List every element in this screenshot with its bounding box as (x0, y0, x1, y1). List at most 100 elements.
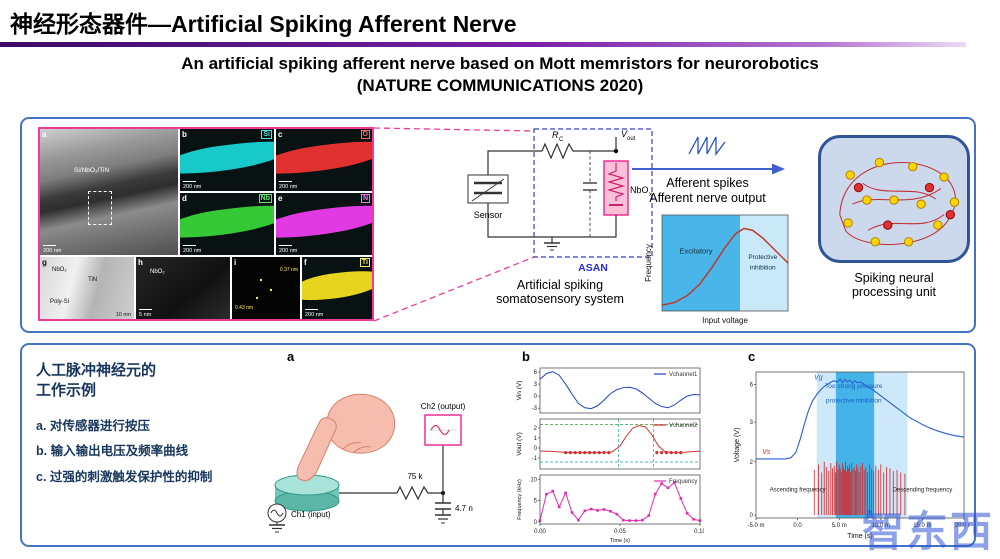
spike-waveform-icon (687, 136, 726, 156)
notes-heading-line1: 人工脉冲神经元的 (36, 362, 157, 379)
material-label: NbO₂ (150, 269, 165, 275)
eds-panel-o: c O 200 nm (276, 129, 372, 191)
svg-text:Vg: Vg (814, 374, 823, 381)
resistor-symbol (541, 142, 578, 160)
scale-label: 10 nm (115, 312, 131, 318)
svg-text:5.0 m: 5.0 m (832, 523, 847, 529)
svg-text:Vout (V): Vout (V) (516, 432, 523, 455)
material-label: NbO₂ (52, 267, 67, 273)
svg-text:0.00: 0.00 (534, 529, 546, 535)
press-experiment-figure: a 75 k (247, 349, 512, 541)
note-item-a: a. 对传感器进行按压 (36, 418, 150, 433)
subtitle-line1: An artificial spiking afferent nerve bas… (181, 54, 819, 73)
afferent-arrow-block: Afferent spikes Afferent nerve output (620, 133, 795, 207)
asan-circuit-diagram: Sensor R C V out NbO (467, 128, 653, 274)
eds-panel-nb: d Nb 200 nm (180, 193, 274, 255)
svg-text:Vin (V): Vin (V) (516, 381, 523, 401)
material-label: Poly-Si (50, 299, 70, 305)
svg-text:5: 5 (534, 499, 538, 505)
notes-heading-line2: 工作示例 (36, 382, 97, 400)
scale-bar (139, 308, 152, 310)
scale-label: 200 nm (43, 248, 62, 254)
scale-label: 200 nm (279, 184, 298, 190)
notes-items: a. 对传感器进行按压 b. 输入输出电压及频率曲线 c. 过强的刺激触发保护性… (36, 414, 244, 491)
ch1-label: Ch1 (input) (291, 510, 331, 519)
svg-text:10: 10 (530, 477, 537, 483)
svg-text:Time (s): Time (s) (610, 538, 630, 544)
eds-map-si (180, 136, 274, 179)
panel-letter: e (278, 194, 283, 203)
tem-panel-g: g NbO₂ TiN Poly-Si 10 nm (40, 257, 134, 319)
afferent-labels: Afferent spikes Afferent nerve output (620, 176, 795, 207)
rc-sub: C (559, 137, 564, 143)
panel-b-label: b (522, 349, 530, 364)
hand-circuit-diagram: 75 k Ch2 (output) 4.7 n (267, 393, 473, 533)
panel-c-label: c (748, 349, 756, 364)
svg-text:-3: -3 (532, 406, 538, 412)
scale-bar (279, 180, 292, 182)
scale-label: 200 nm (183, 248, 202, 254)
svg-text:Descending frequency: Descending frequency (893, 488, 953, 494)
eds-map-nb (180, 200, 274, 243)
chart-vout: 2 1 0 -1 Vout (V) Vchannel2 (516, 418, 701, 470)
eds-map-o (276, 135, 372, 180)
vout-sub: out (627, 136, 636, 142)
snn-unit-box (818, 135, 970, 263)
svg-text:Vchannel1: Vchannel1 (669, 372, 698, 378)
chinese-notes: 人工脉冲神经元的 工作示例 a. 对传感器进行按压 b. 输入输出电压及频率曲线… (36, 361, 244, 490)
svg-text:15.0 m: 15.0 m (913, 523, 931, 529)
eds-map-ti (302, 266, 372, 305)
d-spacing-label: 0.43 nm (235, 305, 254, 311)
diffraction-panel-i: i 0.37 nm 0.43 nm (232, 257, 300, 319)
svg-text:0: 0 (534, 394, 538, 400)
resistor-symbol (396, 485, 433, 501)
svg-text:2: 2 (750, 460, 754, 466)
chart-vin: 6 3 0 -3 Vin (V) Vchannel1 (516, 367, 701, 414)
scale-bar (43, 244, 56, 246)
notes-heading: 人工脉冲神经元的 工作示例 (36, 361, 244, 402)
scale-label: 200 nm (183, 184, 202, 190)
slide-title: 神经形态器件—Artificial Spiking Afferent Nerve (10, 11, 517, 37)
inhibition-figure: c 6 3 2 0 -5.0 m 0.0 5.0 m 10.0 m 15.0 m 20.0 m Vo… (732, 349, 973, 545)
afferent-line2: Afferent nerve output (649, 191, 766, 206)
svg-text:Input voltage: Input voltage (702, 316, 748, 325)
diffraction-spot (260, 279, 262, 281)
resistor-label: 75 k (407, 472, 423, 481)
svg-text:20.0 m: 20.0 m (955, 523, 970, 529)
inhibitory-neurons (853, 182, 956, 230)
pressing-hand-illustration (296, 393, 396, 482)
svg-text:Too strong pressure: Too strong pressure (825, 383, 883, 390)
right-arrow-icon (631, 163, 785, 175)
svg-text:inhibition: inhibition (750, 265, 776, 272)
svg-text:0: 0 (750, 513, 754, 519)
device-label: NbO (630, 185, 649, 195)
material-label: TiN (88, 277, 98, 283)
svg-text:Time (s): Time (s) (847, 533, 872, 540)
freq-voltage-plot: Frequency Input voltage Excitatory Protecti… (644, 211, 792, 330)
panel-letter: f (304, 258, 307, 267)
chart-freq-voltage: Frequency Input voltage Excitatory Protecti… (644, 214, 789, 325)
scale-bar (305, 308, 318, 310)
diffraction-spot (256, 297, 258, 299)
chart-frequency: 10 5 0 0.00 0.05 0.10 Frequency (kHz) Time (s) F… (517, 474, 704, 544)
element-label: Ti (359, 258, 370, 267)
hrtem-panel-h: h NbO₂ 5 nm (136, 257, 230, 319)
element-label: N (360, 194, 370, 203)
svg-text:3: 3 (534, 382, 538, 388)
svg-text:0.05: 0.05 (614, 529, 626, 535)
svg-text:-1: -1 (532, 456, 538, 462)
slide-subtitle: An artificial spiking afferent nerve bas… (0, 53, 1000, 97)
asan-dashed-box (533, 128, 653, 258)
svg-text:Protective: Protective (748, 254, 777, 261)
element-label: Nb (258, 194, 272, 203)
eds-map-n (276, 199, 372, 244)
panel-letter: a (42, 130, 47, 139)
svg-text:Excitatory: Excitatory (680, 246, 713, 255)
panel-letter: b (182, 130, 187, 139)
svg-text:6: 6 (750, 383, 754, 389)
layer-label: Si/NbO₂/TiN (74, 167, 110, 174)
svg-text:10.0 m: 10.0 m (872, 523, 890, 529)
eds-panel-n: e N 200 nm (276, 193, 372, 255)
scale-bar (183, 244, 196, 246)
zoom-region-box (88, 191, 112, 225)
